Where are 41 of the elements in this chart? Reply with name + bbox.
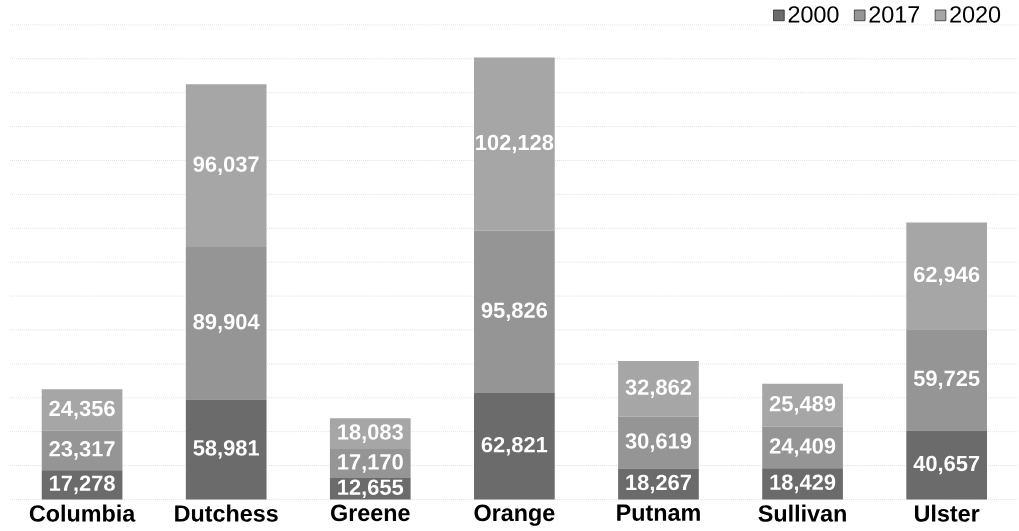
data-label: 23,317 [49, 441, 115, 460]
data-label: 24,356 [49, 400, 115, 420]
data-label: 102,128 [476, 134, 554, 154]
legend-label: 2017 [869, 6, 920, 23]
bar [906, 329, 987, 431]
bar [618, 361, 699, 417]
data-label: 40,657 [913, 455, 980, 475]
x-tick-label: Sullivan [758, 504, 846, 522]
x-tick-label: Putnam [617, 504, 700, 522]
data-label: 58,981 [193, 440, 260, 459]
bar [185, 247, 267, 400]
bar [474, 230, 555, 394]
data-label: 62,821 [481, 437, 548, 456]
x-tick-label: Greene [331, 504, 410, 522]
data-label: 17,278 [49, 475, 115, 495]
data-label: 18,083 [338, 424, 403, 444]
legend-label: 2020 [950, 6, 1001, 23]
bar [185, 399, 267, 500]
x-tick-label: Ulster [914, 504, 980, 522]
x-tick-label: Orange [474, 504, 555, 526]
data-label: 18,429 [770, 474, 836, 494]
bar [906, 430, 987, 500]
bar [185, 84, 267, 248]
bar [474, 393, 555, 500]
bar [906, 222, 987, 330]
data-label: 17,170 [338, 454, 403, 473]
data-label: 24,409 [769, 438, 836, 458]
data-label: 30,619 [625, 433, 692, 453]
x-tick-label: Columbia [29, 504, 136, 522]
data-label: 12,655 [338, 479, 404, 499]
data-label: 25,489 [769, 396, 836, 415]
data-label: 89,904 [193, 314, 260, 333]
data-label: 62,946 [913, 266, 980, 286]
data-label: 95,826 [481, 302, 548, 322]
bar [474, 57, 555, 231]
data-label: 96,037 [193, 156, 259, 176]
data-label: 32,862 [625, 379, 692, 399]
legend-label: 2000 [788, 6, 839, 23]
data-label: 59,725 [913, 370, 980, 390]
data-label: 18,267 [626, 474, 691, 494]
x-tick-label: Dutchess [175, 504, 278, 522]
